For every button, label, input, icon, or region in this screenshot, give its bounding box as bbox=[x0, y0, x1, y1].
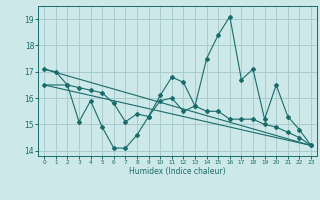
X-axis label: Humidex (Indice chaleur): Humidex (Indice chaleur) bbox=[129, 167, 226, 176]
